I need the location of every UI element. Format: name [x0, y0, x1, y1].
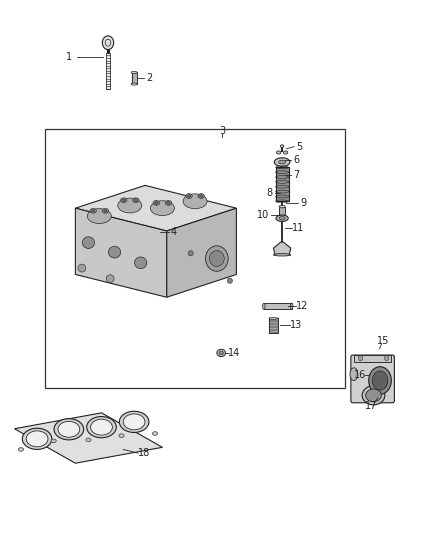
Ellipse shape	[155, 201, 158, 204]
Ellipse shape	[131, 83, 137, 85]
Text: 2: 2	[146, 73, 152, 83]
Text: 13: 13	[290, 320, 303, 330]
Ellipse shape	[279, 216, 285, 220]
Ellipse shape	[119, 411, 149, 432]
Text: 16: 16	[354, 370, 366, 380]
Ellipse shape	[269, 318, 278, 319]
Ellipse shape	[134, 199, 138, 201]
Ellipse shape	[217, 349, 226, 357]
Text: 15: 15	[377, 336, 390, 346]
Text: 1: 1	[66, 52, 72, 62]
Polygon shape	[167, 208, 237, 297]
Bar	[132, 72, 137, 84]
Ellipse shape	[273, 254, 291, 256]
Ellipse shape	[78, 264, 86, 272]
Ellipse shape	[133, 198, 139, 203]
Ellipse shape	[104, 209, 107, 212]
Ellipse shape	[362, 386, 385, 405]
Ellipse shape	[183, 194, 207, 209]
Bar	[276, 167, 289, 201]
Circle shape	[102, 36, 114, 50]
Ellipse shape	[205, 246, 228, 271]
Ellipse shape	[22, 428, 52, 449]
Ellipse shape	[200, 195, 203, 197]
Ellipse shape	[86, 438, 91, 442]
Circle shape	[358, 356, 363, 361]
Polygon shape	[273, 242, 291, 255]
Circle shape	[385, 356, 389, 361]
Text: 5: 5	[297, 142, 303, 152]
Ellipse shape	[153, 200, 159, 205]
Ellipse shape	[219, 351, 223, 355]
Text: 6: 6	[293, 156, 300, 165]
Polygon shape	[75, 185, 237, 231]
Ellipse shape	[123, 414, 145, 430]
Ellipse shape	[58, 421, 80, 437]
Text: 9: 9	[301, 198, 307, 208]
Ellipse shape	[120, 198, 127, 203]
FancyBboxPatch shape	[351, 355, 394, 403]
Text: 17: 17	[365, 401, 378, 411]
Ellipse shape	[18, 448, 24, 451]
Ellipse shape	[279, 205, 285, 208]
Polygon shape	[14, 413, 162, 463]
Bar	[45, 128, 345, 389]
Ellipse shape	[350, 368, 358, 381]
Text: 12: 12	[297, 301, 309, 311]
Ellipse shape	[152, 432, 158, 435]
Ellipse shape	[188, 251, 193, 256]
Text: 3: 3	[219, 126, 226, 136]
Ellipse shape	[131, 71, 137, 74]
Bar	[269, 318, 278, 333]
Ellipse shape	[51, 439, 56, 443]
Ellipse shape	[276, 215, 288, 221]
Ellipse shape	[134, 257, 147, 269]
Ellipse shape	[198, 193, 205, 198]
Text: 11: 11	[292, 223, 304, 233]
Ellipse shape	[290, 303, 293, 310]
Text: 4: 4	[170, 227, 177, 237]
Ellipse shape	[109, 246, 120, 258]
Bar	[279, 207, 285, 215]
Ellipse shape	[102, 208, 109, 213]
Ellipse shape	[274, 158, 290, 166]
Bar	[264, 303, 292, 310]
Text: 18: 18	[138, 448, 150, 458]
Ellipse shape	[209, 251, 224, 266]
Text: 10: 10	[257, 209, 269, 220]
Ellipse shape	[122, 199, 125, 201]
Ellipse shape	[279, 160, 286, 164]
Bar	[106, 53, 110, 89]
Circle shape	[372, 371, 388, 390]
Bar	[354, 354, 391, 362]
Ellipse shape	[91, 419, 113, 435]
Ellipse shape	[54, 419, 84, 440]
Ellipse shape	[280, 145, 284, 148]
Ellipse shape	[227, 278, 233, 284]
Ellipse shape	[92, 209, 95, 212]
Polygon shape	[75, 208, 167, 297]
Ellipse shape	[187, 195, 191, 197]
Ellipse shape	[167, 201, 170, 204]
Ellipse shape	[276, 151, 281, 154]
Ellipse shape	[26, 431, 48, 447]
Ellipse shape	[186, 193, 192, 198]
Ellipse shape	[87, 417, 116, 438]
Ellipse shape	[118, 198, 142, 213]
Ellipse shape	[150, 201, 174, 216]
Ellipse shape	[366, 389, 381, 402]
Ellipse shape	[119, 434, 124, 438]
Ellipse shape	[262, 303, 265, 310]
Text: 7: 7	[293, 171, 300, 180]
Ellipse shape	[106, 274, 114, 282]
Ellipse shape	[87, 209, 111, 223]
Circle shape	[369, 367, 391, 394]
Ellipse shape	[82, 237, 95, 248]
Text: 8: 8	[267, 188, 273, 198]
Ellipse shape	[283, 151, 288, 154]
Ellipse shape	[90, 208, 96, 213]
Text: 14: 14	[228, 348, 240, 358]
Ellipse shape	[165, 200, 172, 205]
